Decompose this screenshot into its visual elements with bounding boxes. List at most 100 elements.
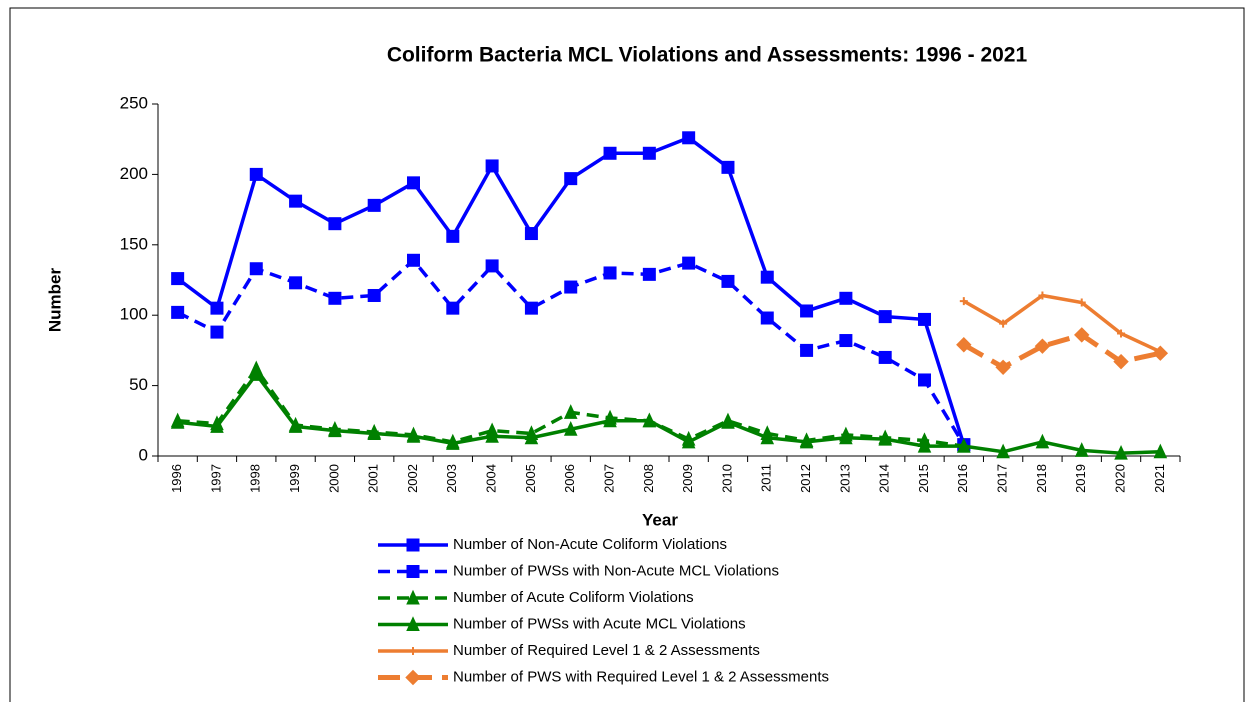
data-point (642, 412, 657, 428)
data-point (367, 425, 381, 440)
data-point (210, 418, 224, 433)
x-tick-label: 2006 (562, 464, 577, 493)
data-point (524, 301, 538, 315)
data-point (760, 429, 775, 445)
legend-label: Number of PWSs with Non-Acute MCL Violat… (453, 562, 779, 579)
data-point (721, 274, 735, 288)
data-point (682, 131, 696, 145)
x-tick-label: 2021 (1152, 464, 1167, 493)
x-tick-label: 2017 (995, 464, 1010, 493)
data-point (367, 288, 381, 302)
data-point (171, 272, 185, 286)
data-point (721, 414, 735, 429)
x-axis-title: Year (642, 510, 678, 529)
legend-label: Number of Required Level 1 & 2 Assessmen… (453, 642, 760, 659)
data-point (839, 429, 853, 445)
x-tick-label: 2009 (680, 464, 695, 493)
x-tick-label: 2008 (641, 464, 656, 493)
data-point (642, 146, 656, 160)
data-point (603, 266, 617, 280)
legend-marker (406, 589, 420, 605)
data-point (957, 437, 971, 453)
x-tick-label: 1996 (169, 464, 184, 493)
data-point (446, 301, 460, 315)
legend-label: Number of PWSs with Acute MCL Violations (453, 615, 746, 632)
data-point (917, 437, 932, 453)
x-tick-label: 2016 (955, 464, 970, 493)
x-tick-label: 2010 (719, 464, 734, 493)
data-point (642, 267, 656, 281)
legend-label: Number of PWS with Required Level 1 & 2 … (453, 668, 829, 685)
data-point (485, 428, 499, 443)
x-tick-label: 2002 (405, 464, 420, 493)
data-point (407, 176, 420, 190)
data-point (524, 227, 538, 241)
data-point (800, 343, 814, 357)
data-point (839, 291, 853, 305)
data-point (407, 253, 420, 267)
x-tick-label: 2020 (1112, 464, 1127, 493)
data-point (1034, 338, 1051, 354)
x-tick-label: 2007 (601, 464, 616, 493)
chart-frame (9, 7, 1245, 702)
y-tick-label: 150 (120, 234, 148, 253)
data-point (210, 301, 224, 315)
data-point (328, 217, 342, 231)
data-point (721, 160, 735, 174)
y-tick-label: 50 (129, 375, 148, 394)
data-point (446, 435, 460, 450)
x-tick-label: 2013 (837, 464, 852, 493)
legend-label: Number of Acute Coliform Violations (453, 589, 694, 606)
data-point (1035, 433, 1050, 449)
legend-marker (406, 565, 420, 578)
legend-marker (406, 616, 420, 631)
data-point (996, 443, 1010, 459)
data-point (249, 366, 264, 381)
data-point (959, 297, 968, 306)
x-tick-label: 2018 (1034, 464, 1049, 493)
data-point (1077, 298, 1086, 307)
series-line (177, 371, 1161, 455)
data-point (289, 194, 303, 208)
data-point (603, 412, 617, 428)
data-point (524, 429, 539, 445)
data-point (878, 350, 892, 364)
data-point (800, 304, 814, 318)
data-point (249, 167, 263, 181)
data-point (406, 428, 421, 443)
x-tick-label: 1998 (248, 464, 263, 493)
data-point (1114, 444, 1128, 460)
legend-label: Number of Non-Acute Coliform Violations (453, 536, 727, 553)
data-point (1117, 329, 1126, 338)
data-point (563, 421, 578, 436)
data-point (799, 433, 814, 449)
legend-marker (409, 647, 417, 655)
data-point (1074, 327, 1090, 343)
data-point (918, 312, 931, 326)
data-point (367, 198, 381, 212)
x-tick-label: 2014 (877, 464, 892, 493)
data-point (956, 337, 972, 353)
y-tick-label: 100 (120, 305, 148, 324)
y-tick-label: 200 (120, 164, 148, 183)
y-tick-label: 0 (139, 445, 148, 464)
data-point (446, 229, 460, 243)
chart-title: Coliform Bacteria MCL Violations and Ass… (387, 44, 1028, 67)
data-point (999, 319, 1008, 328)
x-tick-label: 2015 (916, 464, 931, 493)
data-point (1152, 345, 1169, 361)
y-axis-title: Number (45, 268, 64, 333)
data-point (485, 159, 499, 173)
series-line (962, 332, 1161, 371)
data-point (1038, 291, 1047, 300)
x-tick-label: 2012 (798, 464, 813, 493)
x-tick-label: 2003 (444, 464, 459, 493)
data-point (1074, 442, 1089, 457)
data-point (839, 334, 853, 348)
series-line (962, 293, 1162, 354)
data-point (328, 291, 342, 305)
data-point (328, 422, 342, 438)
data-point (210, 325, 224, 339)
legend-marker (405, 669, 421, 686)
